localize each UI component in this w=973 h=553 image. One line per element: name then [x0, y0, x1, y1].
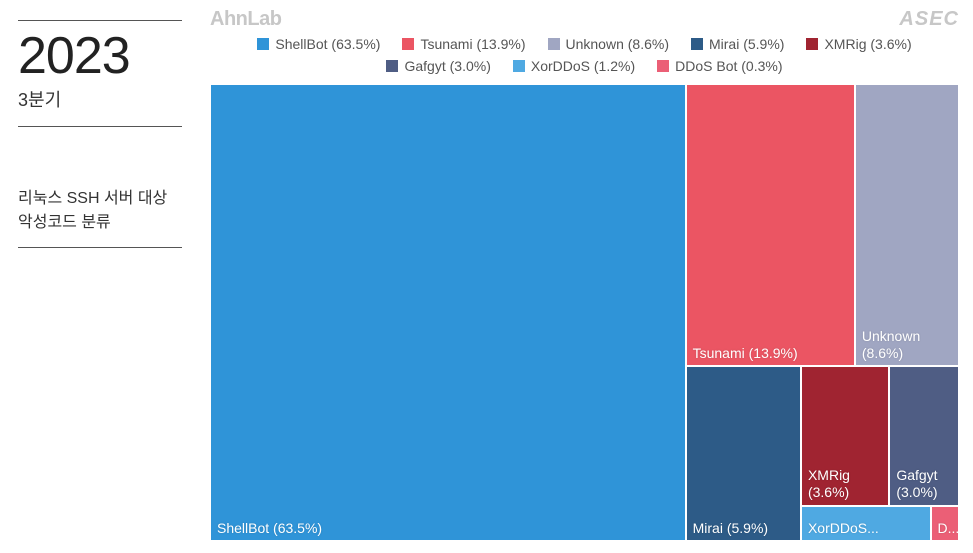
legend-item-mirai[interactable]: Mirai (5.9%)	[691, 36, 784, 52]
legend-item-tsunami[interactable]: Tsunami (13.9%)	[402, 36, 525, 52]
tile-label: XMRig(3.6%)	[808, 467, 850, 501]
tile-mirai[interactable]: Mirai (5.9%)	[686, 366, 801, 541]
tile-label: Tsunami (13.9%)	[693, 345, 798, 361]
legend-item-xmrig[interactable]: XMRig (3.6%)	[806, 36, 911, 52]
tile-unknown[interactable]: Unknown(8.6%)	[855, 84, 959, 366]
tile-gafgyt[interactable]: Gafgyt(3.0%)	[889, 366, 959, 505]
legend-item-unknown[interactable]: Unknown (8.6%)	[548, 36, 670, 52]
chart-panel: AhnLab ASEC ShellBot (63.5%) Tsunami (13.…	[200, 0, 973, 553]
tile-shellbot[interactable]: ShellBot (63.5%)	[210, 84, 686, 541]
legend-swatch	[691, 38, 703, 50]
tile-label: D...	[938, 520, 959, 536]
subtitle: 리눅스 SSH 서버 대상 악성코드 분류	[18, 187, 182, 235]
divider-mid	[18, 126, 182, 127]
legend-item-gafgyt[interactable]: Gafgyt (3.0%)	[386, 58, 490, 74]
legend-label: XorDDoS (1.2%)	[531, 58, 635, 74]
legend-swatch	[548, 38, 560, 50]
legend-item-ddos-bot[interactable]: DDoS Bot (0.3%)	[657, 58, 782, 74]
title-quarter: 3분기	[18, 86, 182, 112]
tile-label: Mirai (5.9%)	[693, 520, 768, 536]
divider-top	[18, 20, 182, 21]
legend-item-shellbot[interactable]: ShellBot (63.5%)	[257, 36, 380, 52]
tile-ddos-bot[interactable]: D...	[931, 506, 959, 541]
logo-ahnlab: AhnLab	[210, 8, 281, 31]
tile-xmrig[interactable]: XMRig(3.6%)	[801, 366, 889, 505]
tile-label: Unknown(8.6%)	[862, 328, 920, 362]
subtitle-line2: 악성코드 분류	[18, 211, 182, 235]
legend-label: DDoS Bot (0.3%)	[675, 58, 782, 74]
chart-header: AhnLab ASEC	[210, 8, 959, 34]
legend-swatch	[806, 38, 818, 50]
tile-label: XorDDoS...	[808, 520, 879, 536]
left-panel: 2023 3분기 리눅스 SSH 서버 대상 악성코드 분류	[0, 0, 200, 553]
legend-label: Unknown (8.6%)	[566, 36, 670, 52]
logo-asec: ASEC	[899, 8, 959, 31]
tile-tsunami[interactable]: Tsunami (13.9%)	[686, 84, 855, 366]
tile-label: Gafgyt(3.0%)	[896, 467, 937, 501]
legend-swatch	[257, 38, 269, 50]
legend-label: Mirai (5.9%)	[709, 36, 784, 52]
legend: ShellBot (63.5%) Tsunami (13.9%) Unknown (…	[210, 34, 959, 84]
legend-swatch	[657, 60, 669, 72]
legend-swatch	[402, 38, 414, 50]
treemap: ShellBot (63.5%) Tsunami (13.9%) Unknown(8…	[210, 84, 959, 541]
legend-swatch	[513, 60, 525, 72]
tile-label: ShellBot (63.5%)	[217, 520, 322, 536]
legend-swatch	[386, 60, 398, 72]
legend-label: ShellBot (63.5%)	[275, 36, 380, 52]
legend-item-xorddos[interactable]: XorDDoS (1.2%)	[513, 58, 635, 74]
legend-label: Gafgyt (3.0%)	[404, 58, 490, 74]
divider-bottom	[18, 247, 182, 248]
title-year: 2023	[18, 29, 182, 84]
tile-xorddos[interactable]: XorDDoS...	[801, 506, 931, 541]
subtitle-line1: 리눅스 SSH 서버 대상	[18, 187, 182, 211]
legend-label: XMRig (3.6%)	[824, 36, 911, 52]
legend-label: Tsunami (13.9%)	[420, 36, 525, 52]
